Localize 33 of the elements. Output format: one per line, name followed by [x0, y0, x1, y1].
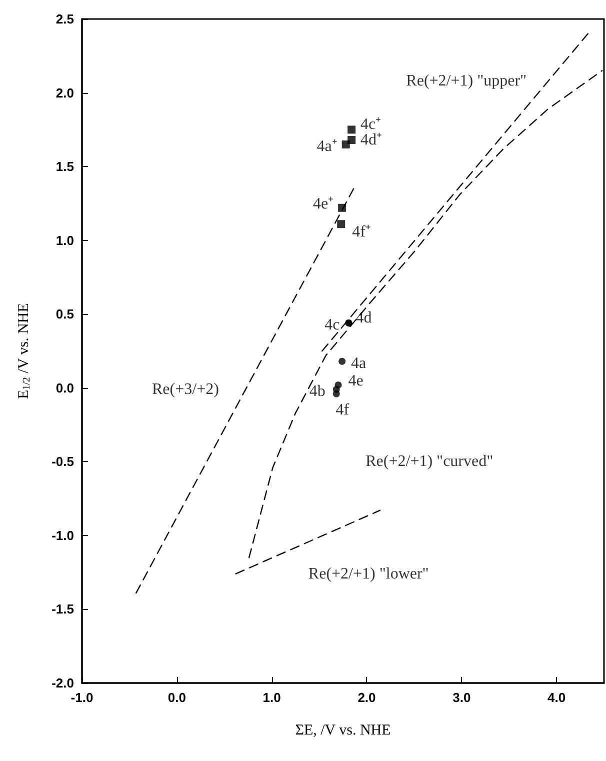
x-tick-label: 1.0	[262, 690, 281, 705]
y-tick-label: -1.5	[52, 602, 74, 617]
annotation: 4e	[348, 372, 364, 390]
annotation: 4e⁺	[312, 195, 334, 212]
annotation: 4f⁺	[352, 224, 370, 241]
annotation: 4c⁺	[360, 116, 381, 134]
annotation: 4a⁺	[316, 138, 337, 155]
annotation: 4b	[309, 382, 326, 400]
y-tick-label: 2.5	[56, 12, 74, 26]
annotation: 4c	[324, 316, 340, 334]
x-tick-label: 2.0	[358, 690, 376, 705]
y-tick-label: 1.0	[56, 232, 74, 248]
y-tick-label: 2.0	[56, 85, 74, 100]
annotation: Re(+2/+1) "upper"	[406, 72, 527, 90]
annotation: 4a	[351, 354, 366, 372]
y-tick-label: 0.0	[56, 380, 74, 396]
annotation: 4d	[356, 309, 372, 326]
x-tick-label: -1.0	[70, 690, 94, 705]
y-tick-label: -2.0	[52, 676, 74, 690]
annotation: 4d⁺	[360, 131, 382, 148]
annotation: Re(+2/+1) "curved"	[366, 453, 494, 470]
annotation: 4f	[336, 401, 350, 418]
y-axis-title: E1/2 /V vs. NHE	[16, 303, 32, 400]
y-tick-label: -1.0	[52, 528, 74, 543]
y-tick-label: -0.5	[52, 454, 74, 470]
annotation: Re(+2/+1) "lower"	[308, 565, 429, 582]
x-tick-label: 0.0	[168, 690, 186, 705]
y-tick-label: 0.5	[56, 306, 74, 322]
y-tick-label: 1.5	[56, 159, 74, 174]
x-tick-label: 4.0	[548, 690, 566, 705]
x-tick-label: 3.0	[452, 690, 471, 705]
x-axis-title: ΣE, /V vs. NHE	[295, 722, 391, 738]
annotation: Re(+3/+2)	[152, 380, 219, 398]
